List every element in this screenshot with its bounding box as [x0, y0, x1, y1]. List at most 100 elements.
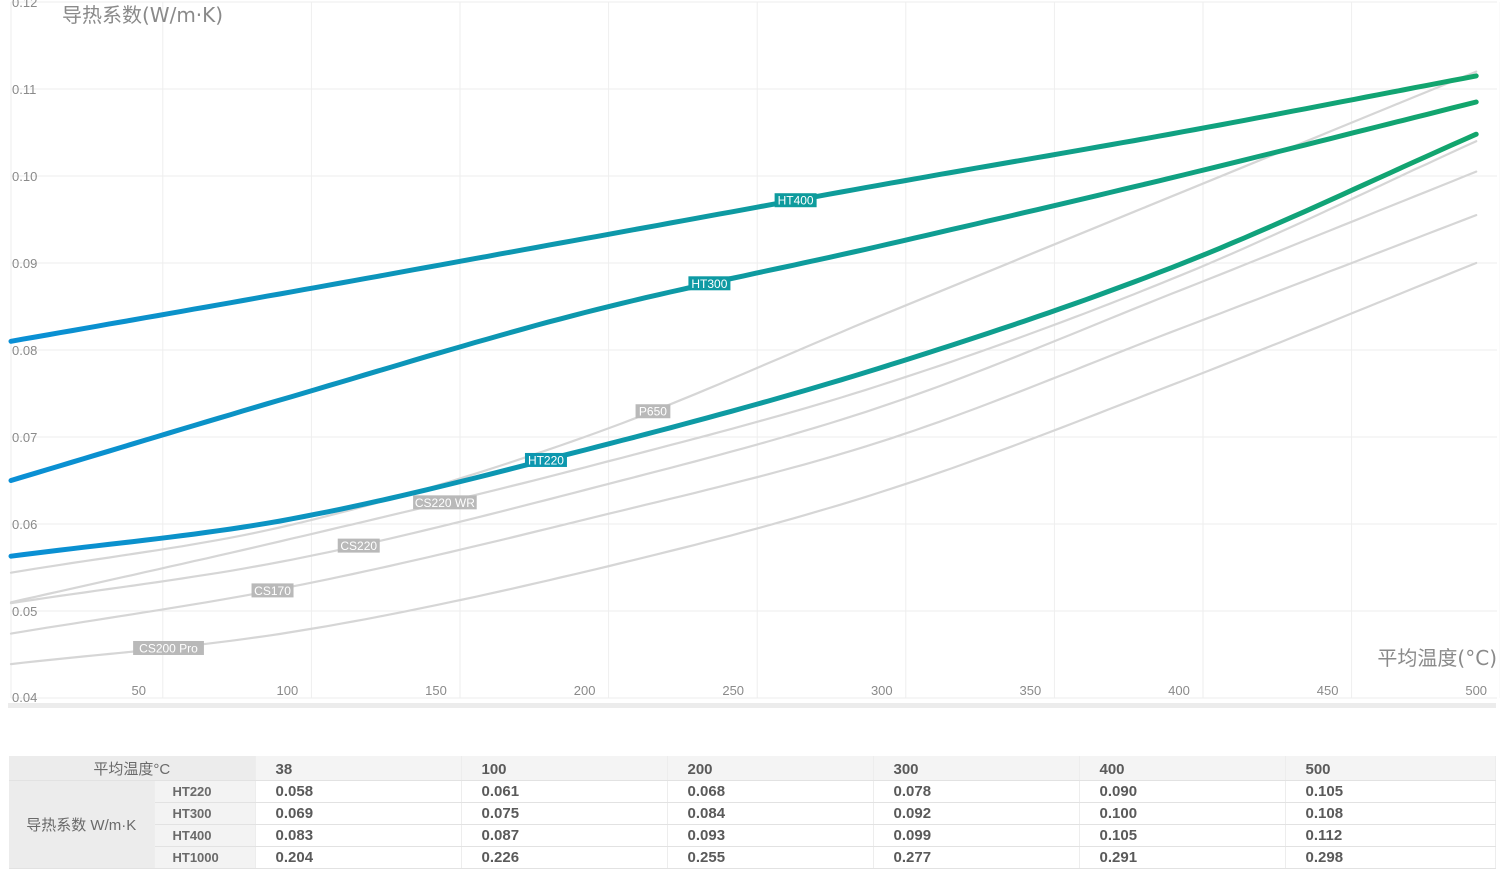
column-header: 100	[461, 756, 668, 781]
y-tick-label: 0.11	[12, 82, 36, 97]
y-tick-label: 0.10	[12, 169, 37, 184]
table-row: 导热系数 W/m·K HT220 0.058 0.061 0.068 0.078…	[9, 780, 1496, 869]
series-line	[9, 70, 1478, 574]
table-cell: 0.099	[873, 824, 1080, 847]
table-cell: 0.084	[667, 802, 874, 825]
x-tick-label: 200	[574, 683, 596, 698]
table-cell: 0.061	[461, 780, 668, 803]
table-cell: 0.069	[255, 802, 462, 825]
row-series-name: HT400	[154, 824, 256, 847]
table-cell: 0.092	[873, 802, 1080, 825]
series-labels: CS200 Pro CS170 CS220 CS220 WR P650 HT220 HT30…	[133, 193, 817, 655]
table-cell: 0.100	[1079, 802, 1286, 825]
thermal-conductivity-chart: 0.04 0.05 0.06 0.07 0.08 0.09 0.10 0.11 0.12 50 10…	[8, 0, 1500, 708]
series-label-text: HT400	[778, 194, 814, 208]
x-tick-label: 100	[277, 683, 299, 698]
column-header: 500	[1285, 756, 1496, 781]
y-tick-label: 0.06	[12, 517, 37, 532]
series-label-bg	[251, 583, 294, 598]
table-cell: 0.058	[255, 780, 462, 803]
table-cell: 0.087	[461, 824, 668, 847]
series-label-bg	[337, 538, 380, 553]
table-cell: 0.078	[873, 780, 1080, 803]
series-label-bg	[774, 193, 817, 208]
series-line	[9, 170, 1478, 605]
row-series-name: HT300	[154, 802, 256, 825]
table-row: HT1000 0.204 0.226 0.255 0.277 0.291 0.2…	[9, 846, 1496, 869]
y-tick-label: 0.09	[12, 256, 37, 271]
series-line	[8, 99, 1479, 483]
series-label-text: CS220 WR	[415, 496, 475, 510]
series-label: HT400	[774, 193, 817, 208]
table-cell: 0.298	[1285, 846, 1496, 869]
x-tick-label: 50	[132, 683, 146, 698]
series-line	[9, 140, 1478, 604]
table-cell: 0.105	[1079, 824, 1286, 847]
y-tick-label: 0.04	[12, 690, 37, 705]
header-label-cell: 平均温度°C	[9, 756, 256, 781]
table-cell: 0.204	[255, 846, 462, 869]
table-cell: 0.291	[1079, 846, 1286, 869]
series-lines	[8, 70, 1479, 666]
table-cell: 0.093	[667, 824, 874, 847]
row-series-name: HT1000	[154, 846, 256, 869]
series-label: CS220 WR	[413, 495, 477, 510]
column-header: 200	[667, 756, 874, 781]
table-cell: 0.090	[1079, 780, 1286, 803]
table-row: HT400 0.083 0.087 0.093 0.099 0.105 0.11…	[9, 824, 1496, 847]
table-cell: 0.068	[667, 780, 874, 803]
table-cell: 0.075	[461, 802, 668, 825]
series-label: CS220	[337, 538, 380, 553]
x-axis-title: 平均温度(°C)	[1377, 646, 1497, 670]
series-line	[8, 73, 1479, 344]
chart-bottom-band	[8, 703, 1496, 708]
row-group-label: 导热系数 W/m·K	[9, 780, 155, 869]
x-tick-label: 400	[1168, 683, 1190, 698]
axes: 0.04 0.05 0.06 0.07 0.08 0.09 0.10 0.11 0.12 50 10…	[8, 0, 1496, 708]
x-tick-label: 450	[1317, 683, 1339, 698]
column-header: 38	[255, 756, 462, 781]
series-label-bg	[133, 640, 204, 655]
y-axis-title: 导热系数(W/m·K)	[62, 3, 223, 27]
series-label-text: HT220	[528, 453, 564, 467]
series-label-text: CS200 Pro	[139, 641, 198, 655]
series-label-text: CS220	[340, 539, 377, 553]
x-tick-label: 150	[425, 683, 447, 698]
series-label: CS200 Pro	[133, 640, 204, 655]
table-header-row: 平均温度°C 38 100 200 300 400 500	[9, 756, 1496, 781]
table-row: HT300 0.069 0.075 0.084 0.092 0.100 0.10…	[9, 802, 1496, 825]
series-line	[8, 131, 1479, 559]
series-label: HT300	[688, 276, 731, 291]
table-cell: 0.112	[1285, 824, 1496, 847]
x-tick-label: 300	[871, 683, 893, 698]
series-label-bg	[635, 404, 671, 419]
series-label-text: HT300	[691, 277, 727, 291]
table-body: 平均温度°C 38 100 200 300 400 500 导热系数 W/m·K…	[9, 756, 1496, 869]
series-label-text: CS170	[254, 584, 291, 598]
table-cell: 0.255	[667, 846, 874, 869]
series-line	[9, 261, 1478, 666]
x-tick-label: 250	[722, 683, 744, 698]
series-label-text: P650	[639, 405, 667, 419]
column-header: 300	[873, 756, 1080, 781]
table-cell: 0.105	[1285, 780, 1496, 803]
y-tick-label: 0.07	[12, 430, 37, 445]
y-tick-label: 0.08	[12, 343, 37, 358]
y-tick-label: 0.12	[12, 0, 37, 10]
x-tick-label: 350	[1020, 683, 1042, 698]
series-label-bg	[413, 495, 477, 510]
table-cell: 0.083	[255, 824, 462, 847]
table-cell: 0.226	[461, 846, 668, 869]
column-header: 400	[1079, 756, 1286, 781]
grid-lines	[10, 1, 1500, 699]
table-cell: 0.277	[873, 846, 1080, 869]
series-label-bg	[524, 452, 567, 467]
x-tick-label: 500	[1465, 683, 1487, 698]
series-label: CS170	[251, 583, 294, 598]
row-series-name: HT220	[154, 780, 256, 803]
conductivity-table: 平均温度°C 38 100 200 300 400 500 导热系数 W/m·K…	[9, 756, 1496, 869]
series-label: P650	[635, 404, 671, 419]
series-label-bg	[688, 276, 731, 291]
table-cell: 0.108	[1285, 802, 1496, 825]
y-tick-label: 0.05	[12, 604, 37, 619]
